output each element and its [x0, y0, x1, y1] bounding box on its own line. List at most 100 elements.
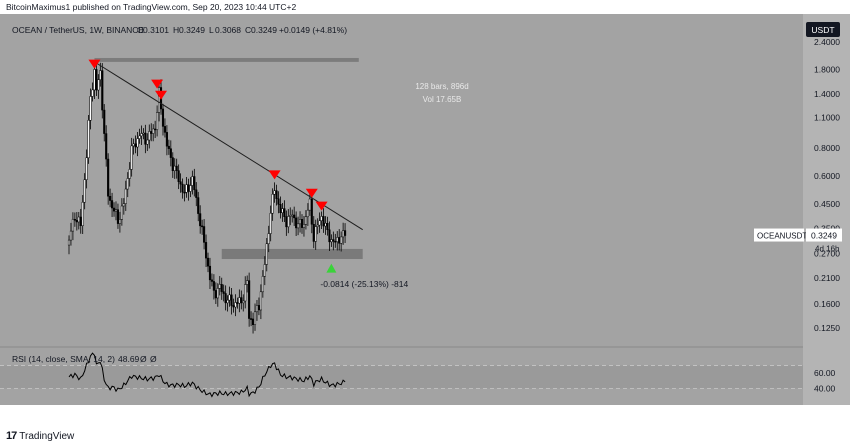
candle-body — [320, 216, 323, 221]
candle-body — [171, 157, 174, 171]
candle-body — [179, 181, 182, 185]
price-tick-label: 0.6000 — [814, 171, 840, 181]
candle-body — [244, 284, 247, 302]
time-tick-label: 2023 — [263, 405, 282, 406]
candle-body — [232, 305, 235, 308]
chart-area[interactable]: 128 bars, 896d Vol 17.65B -0.0814 (-25.13%… — [0, 14, 850, 406]
candles-group — [67, 61, 347, 334]
candle-body — [242, 300, 245, 304]
candle-body — [316, 224, 319, 227]
candle-body — [332, 239, 335, 242]
price-tick-label: 1.4000 — [814, 89, 840, 99]
candle-body — [95, 69, 98, 91]
candle-body — [267, 233, 270, 244]
candle-body — [101, 70, 104, 111]
candle-body — [228, 294, 231, 301]
price-chart[interactable]: 128 bars, 896d Vol 17.65B -0.0814 (-25.13%… — [0, 14, 850, 406]
candle-body — [83, 179, 86, 203]
price-tick-label: 0.8000 — [814, 143, 840, 153]
candle-body — [191, 176, 194, 186]
candle-body — [89, 96, 92, 121]
candle-body — [183, 191, 186, 194]
ohlc-value: 0.3249 — [251, 25, 277, 35]
candle-body — [99, 70, 102, 80]
plot-background — [0, 14, 803, 406]
candle-body — [342, 230, 345, 238]
candle-body — [148, 131, 151, 141]
price-tick-label: 0.3500 — [814, 223, 840, 233]
candle-body — [218, 284, 221, 289]
price-tick-label: 0.4500 — [814, 199, 840, 209]
ohlc-value: 0.3249 — [179, 25, 205, 35]
candle-body — [212, 281, 215, 291]
candle-body — [238, 297, 241, 304]
candle-body — [175, 165, 178, 171]
time-tick-label: Apr — [291, 405, 304, 406]
price-axis-panel — [803, 14, 850, 406]
publish-info: BitcoinMaximus1 published on TradingView… — [0, 0, 850, 14]
candle-body — [297, 223, 300, 229]
candle-body — [105, 133, 108, 160]
candle-body — [81, 201, 84, 227]
candle-body — [156, 112, 159, 130]
symbol-tag-label: OCEANUSDT — [757, 232, 807, 241]
candle-body — [201, 225, 204, 228]
brand[interactable]: 17 TradingView — [6, 430, 74, 442]
candle-body — [158, 87, 161, 113]
candle-body — [144, 132, 147, 145]
candle-body — [120, 205, 123, 220]
time-axis-panel — [0, 405, 850, 406]
ohlc-label: C — [245, 25, 251, 35]
range-band — [94, 57, 359, 62]
ohlc-change: +0.0149 (+4.81%) — [279, 25, 347, 35]
candle-body — [205, 242, 208, 259]
candle-body — [295, 217, 298, 229]
time-tick-label: Jul — [114, 405, 125, 406]
symbol-tag — [754, 228, 804, 242]
candle-body — [287, 216, 290, 228]
candle-body — [134, 143, 137, 148]
red-arrow-marker — [315, 201, 328, 211]
candle-body — [324, 223, 327, 227]
candle-body — [93, 69, 96, 91]
candle-body — [126, 178, 129, 190]
candle-body — [132, 143, 135, 147]
candle-body — [69, 230, 73, 241]
candle-body — [257, 305, 260, 311]
candle-body — [138, 135, 141, 139]
candle-body — [253, 311, 257, 325]
candle-body — [252, 318, 255, 325]
candle-body — [304, 216, 307, 225]
candle-body — [97, 79, 100, 91]
brand-name: TradingView — [19, 430, 75, 442]
candle-body — [265, 243, 268, 265]
price-tick-label: 2.4000 — [814, 37, 840, 47]
candle-body — [340, 236, 343, 244]
candle-body — [261, 275, 264, 293]
candle-body — [283, 208, 286, 217]
range-bars-label: 128 bars, 896d — [415, 82, 468, 91]
candle-body — [255, 305, 259, 313]
range-volume-label: Vol 17.65B — [423, 95, 462, 104]
candle-body — [300, 219, 304, 228]
candle-body — [281, 208, 284, 213]
candle-body — [146, 139, 149, 145]
candle-body — [298, 219, 302, 225]
candle-body — [236, 302, 239, 304]
candle-body — [128, 169, 131, 179]
candle-body — [197, 197, 200, 214]
price-tick-label: 0.2700 — [814, 248, 840, 258]
candle-body — [246, 280, 249, 285]
candle-body — [263, 264, 266, 277]
candle-body — [277, 198, 280, 205]
currency-label: USDT — [811, 25, 834, 35]
green-arrow-marker — [326, 263, 337, 273]
ohlc-label: H — [173, 25, 179, 35]
candle-body — [140, 133, 143, 137]
candle-body — [130, 145, 133, 170]
candle-body — [318, 220, 321, 226]
candle-body — [330, 239, 333, 243]
candle-body — [234, 302, 237, 308]
candle-body — [312, 224, 315, 242]
bar-countdown: 4d 16h — [815, 245, 839, 254]
